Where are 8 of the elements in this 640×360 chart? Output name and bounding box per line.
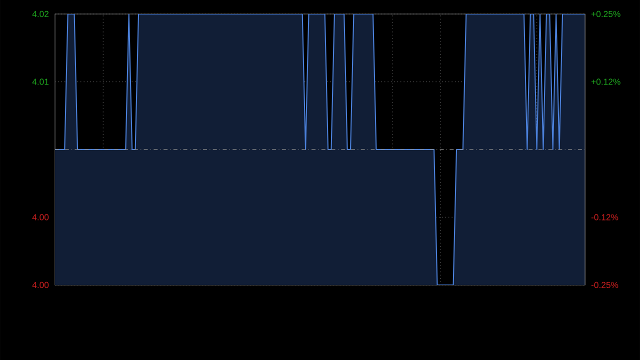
y2-tick-label: -0.12%: [591, 214, 618, 220]
y2-tick-label: +0.12%: [591, 78, 620, 85]
y-tick-label: 4.01: [32, 78, 49, 85]
y2-tick-label: +0.25%: [591, 10, 620, 18]
y2-tick-label: -0.25%: [591, 282, 618, 288]
y-tick-label: 4.02: [32, 10, 49, 18]
y-tick-label: 4.00: [32, 214, 49, 220]
y-tick-label: 4.00: [32, 282, 49, 288]
